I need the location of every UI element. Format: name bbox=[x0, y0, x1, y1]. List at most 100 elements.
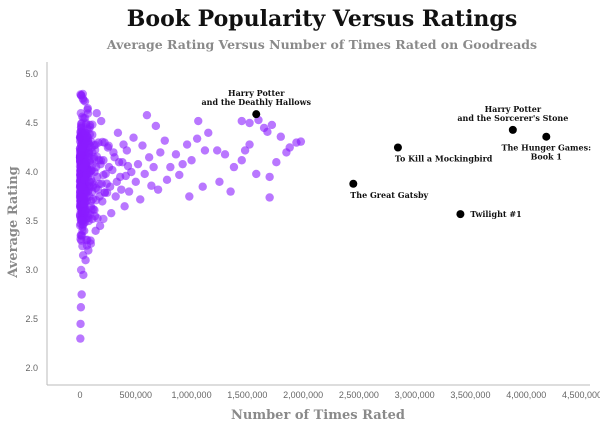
data-point bbox=[166, 162, 175, 172]
data-point bbox=[263, 127, 272, 137]
data-point bbox=[136, 195, 145, 204]
data-point bbox=[83, 104, 93, 113]
data-point bbox=[296, 137, 306, 146]
data-point bbox=[77, 182, 87, 191]
x-tick-label: 1,000,000 bbox=[172, 390, 212, 400]
data-point bbox=[204, 128, 213, 137]
data-point bbox=[105, 182, 115, 191]
data-point bbox=[78, 251, 88, 260]
data-point bbox=[147, 181, 156, 190]
x-tick-label: 3,000,000 bbox=[395, 390, 435, 400]
data-point bbox=[285, 143, 294, 152]
y-tick-label: 4.5 bbox=[25, 118, 38, 128]
data-point bbox=[87, 143, 96, 152]
data-point bbox=[162, 175, 172, 185]
data-point bbox=[79, 113, 88, 123]
data-point bbox=[272, 158, 281, 167]
data-point bbox=[90, 211, 100, 221]
data-point bbox=[76, 91, 86, 100]
data-point bbox=[140, 169, 149, 179]
data-point bbox=[265, 193, 274, 202]
data-point bbox=[237, 156, 246, 165]
data-point bbox=[111, 192, 120, 201]
data-point bbox=[144, 153, 154, 162]
data-point bbox=[151, 121, 161, 131]
data-point bbox=[103, 143, 113, 152]
highlight-label: Harry Potter and the Deathly Hallows bbox=[201, 88, 311, 107]
chart-axes bbox=[46, 62, 590, 386]
data-point bbox=[96, 116, 106, 126]
data-point bbox=[78, 216, 87, 226]
data-point bbox=[117, 185, 126, 194]
highlight-point bbox=[252, 110, 261, 119]
book-points bbox=[75, 89, 306, 343]
data-point bbox=[113, 128, 123, 137]
data-point bbox=[82, 241, 92, 250]
y-tick-label: 2.5 bbox=[25, 314, 38, 324]
data-point bbox=[80, 226, 89, 235]
data-point bbox=[121, 171, 130, 181]
data-point bbox=[97, 179, 106, 188]
data-point bbox=[185, 192, 194, 201]
data-point bbox=[94, 138, 103, 147]
data-point bbox=[85, 120, 95, 130]
highlight-label: To Kill a Mockingbird bbox=[395, 154, 493, 164]
data-point bbox=[79, 270, 88, 280]
highlight-point bbox=[349, 179, 358, 188]
data-point bbox=[76, 303, 86, 312]
data-point bbox=[276, 132, 285, 141]
data-point bbox=[99, 214, 108, 224]
data-point bbox=[198, 182, 207, 191]
data-point bbox=[114, 158, 124, 167]
highlight-point bbox=[542, 132, 551, 141]
data-point bbox=[200, 146, 210, 155]
data-point bbox=[160, 136, 169, 145]
x-tick-label: 2,000,000 bbox=[283, 390, 323, 400]
data-point bbox=[153, 185, 163, 194]
data-point bbox=[192, 134, 202, 143]
data-point bbox=[123, 161, 133, 171]
data-point bbox=[91, 226, 100, 235]
data-point bbox=[215, 177, 224, 186]
x-tick-label: 0 bbox=[77, 390, 82, 400]
chart-title: Book Popularity Versus Ratings bbox=[127, 6, 517, 32]
data-point bbox=[187, 156, 196, 165]
highlight-point bbox=[456, 210, 465, 219]
data-point bbox=[84, 216, 93, 226]
data-point bbox=[80, 199, 89, 208]
data-point bbox=[86, 167, 95, 177]
data-point bbox=[112, 177, 122, 186]
x-tick-label: 1,500,000 bbox=[227, 390, 267, 400]
data-point bbox=[245, 118, 254, 128]
data-point bbox=[194, 116, 203, 126]
data-point bbox=[267, 120, 277, 130]
y-axis-label: Average Rating bbox=[6, 166, 21, 279]
data-point bbox=[77, 236, 86, 245]
highlight-label: The Hunger Games: Book 1 bbox=[502, 143, 592, 162]
data-point bbox=[83, 133, 92, 142]
data-point bbox=[226, 187, 235, 196]
data-point bbox=[265, 172, 274, 182]
data-point bbox=[175, 170, 184, 180]
data-point bbox=[171, 150, 181, 159]
data-point bbox=[89, 153, 99, 162]
data-point bbox=[77, 290, 86, 299]
data-point bbox=[138, 141, 147, 150]
y-tick-label: 3.0 bbox=[25, 265, 38, 275]
data-point bbox=[237, 116, 246, 126]
highlight-label: Twilight #1 bbox=[470, 209, 521, 219]
data-point bbox=[182, 140, 192, 149]
highlight-point bbox=[508, 125, 517, 134]
data-point bbox=[95, 192, 104, 201]
x-tick-labels: 0 500,000 1,000,000 1,500,000 2,000,000 2,500… bbox=[77, 390, 600, 400]
x-tick-label: 3,500,000 bbox=[450, 390, 490, 400]
data-point bbox=[101, 169, 110, 179]
data-point bbox=[107, 208, 116, 218]
chart-subtitle: Average Rating Versus Number of Times Ra… bbox=[106, 37, 537, 52]
data-point bbox=[99, 156, 108, 165]
y-tick-label: 2.0 bbox=[25, 363, 38, 373]
x-tick-label: 4,500,000 bbox=[562, 390, 600, 400]
data-point bbox=[108, 165, 117, 175]
data-point bbox=[240, 146, 250, 155]
